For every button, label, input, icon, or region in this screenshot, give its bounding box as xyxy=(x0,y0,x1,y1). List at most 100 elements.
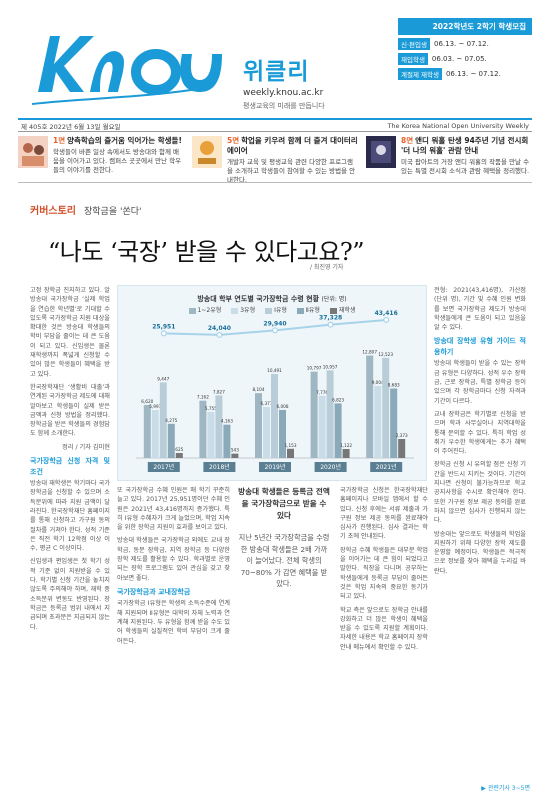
legend-swatch xyxy=(329,307,337,314)
continue-link[interactable]: ▶ 관련기사 3~5면 xyxy=(481,785,530,792)
brand-name: 위클리 xyxy=(243,59,310,85)
paragraph: 방송대 학생들은 국가장학금 외에도 교내 장학금, 동문 장학금, 지역 장학… xyxy=(117,537,230,582)
paragraph: 전형: 2021(43,416명), 가산점(단위 명), 기간 및 수혜 인원… xyxy=(434,287,526,332)
category-label: 2020년 xyxy=(320,463,341,471)
bar-value-label: 12,523 xyxy=(378,352,393,357)
chart-bar xyxy=(390,388,398,458)
chart-bar xyxy=(287,448,294,458)
section-header: 커버스토리 장학금을 '쏜다' xyxy=(30,202,142,217)
bar-value-label: 5,997 xyxy=(149,404,161,409)
chart-unit: (단위: 명) xyxy=(321,296,347,303)
bar-value-label: 7,776 xyxy=(316,390,328,395)
chart-bar xyxy=(231,453,239,458)
legend-label: 1~2유형 xyxy=(197,307,222,314)
paragraph: 신입생과 편입생은 첫 학기 성적 기준 없이 지원받을 수 있다. 학기별 신… xyxy=(30,558,110,631)
chart-bar xyxy=(326,370,334,458)
chart-bar xyxy=(334,403,342,458)
legend-item: Ⅰ유형 xyxy=(265,305,287,314)
legend-swatch xyxy=(296,307,304,314)
subheading: 국가장학금 신청 자격 및 조건 xyxy=(30,457,110,476)
teaser-item[interactable]: 1면 양측학습의 즐거움 익어가는 학생들! 학생들이 바쁜 일상 속에서도 방송… xyxy=(18,136,184,176)
schedule-label: 신·편입생 xyxy=(398,38,430,50)
byline: / 최진영 기자 xyxy=(310,264,344,271)
chart-bar xyxy=(151,410,159,458)
schedule-title: 2022학년도 2학기 학생모집 xyxy=(398,18,532,35)
category-label: 2021년 xyxy=(376,463,397,471)
legend-label: Ⅱ유형 xyxy=(305,307,320,314)
bar-value-label: 8,683 xyxy=(388,383,400,388)
paragraph: 국가장학금 신청은 한국장학재단 홈페이지나 모바일 앱에서 할 수 있다. 신… xyxy=(340,487,428,541)
section-label: 커버스토리 xyxy=(30,206,76,217)
schedule-label: 계절제 재학생 xyxy=(398,68,442,80)
legend-item: 3유형 xyxy=(231,305,255,314)
bar-value-label: 10,491 xyxy=(267,368,282,373)
teaser-thumbnail xyxy=(366,136,396,168)
bar-value-label: 2,373 xyxy=(396,433,408,438)
paragraph: 학교 측은 앞으로도 장학금 안내를 강화하고 더 많은 학생이 혜택을 받을 … xyxy=(340,606,428,651)
teaser-text: 학생들이 바쁜 일상 속에서도 방송대와 함께 배움을 이어가고 있다. 캠퍼스… xyxy=(53,148,182,174)
issue-info-bar: 제 405호 2022년 6월 13일 월요일 The Korea Nation… xyxy=(18,118,532,132)
chart-bar xyxy=(342,449,350,458)
category-tag xyxy=(147,462,180,472)
bar-value-label: 543 xyxy=(231,448,239,453)
legend-item: Ⅱ유형 xyxy=(296,305,320,314)
chart-bar xyxy=(382,357,390,458)
chart-bar xyxy=(215,395,223,458)
article-column-1: 고정 장학금 진지하고 있다. 알 방송대 국가장학금 ‘실제 학업을 연습한 … xyxy=(30,286,110,636)
teaser-text: 개발자 교육 및 평생교육 관련 다양한 프로그램을 소개하고 학생들이 참여할… xyxy=(227,158,356,184)
category-label: 2017년 xyxy=(153,463,174,471)
chart-bar xyxy=(143,405,151,458)
teaser-page: 8면 xyxy=(401,136,414,145)
bar-value-label: 4,275 xyxy=(165,418,177,423)
total-point xyxy=(383,316,390,323)
paragraph: 고정 장학금 진지하고 있다. 알 방송대 국가장학금 ‘실제 학업을 연습한 … xyxy=(30,287,110,378)
total-value-label: 24,040 xyxy=(208,325,231,332)
total-value-label: 25,951 xyxy=(152,323,175,330)
brand-tagline: 평생교육의 미래를 만듭니다 xyxy=(243,102,325,110)
paragraph: 방송대는 앞으로도 학생들의 학업을 지원하기 위해 다양한 장학 제도를 운영… xyxy=(434,530,526,575)
bar-value-label: 4,163 xyxy=(221,419,233,424)
chart-bar xyxy=(398,439,406,458)
brand-url[interactable]: weekly.knou.ac.kr xyxy=(243,88,324,98)
subheading: 방송대 장학생 유형 가이드 적용하기 xyxy=(434,337,526,356)
schedule-value: 06.03. ~ 07.05. xyxy=(431,55,487,63)
total-point xyxy=(272,327,279,334)
chart-container: 방송대 학부 연도별 국가장학금 수령 현황 (단위: 명) 1~2유형 3유형 Ⅰ… xyxy=(117,285,427,481)
legend-label: Ⅰ유형 xyxy=(274,307,287,314)
teaser-item[interactable]: 8면 앤디 워홀 탄생 94주년 기념 전시회 '더 나의 워홀' 관람 안내 미… xyxy=(366,136,532,176)
schedule-value: 06.13. ~ 07.12. xyxy=(445,70,501,78)
category-label: 2019년 xyxy=(265,463,286,471)
paragraph: 장학금 신청 시 유의할 점은 신청 기간을 반드시 지키는 것이다. 기간이 … xyxy=(434,461,526,525)
teaser-title: 양측학습의 즐거움 익어가는 학생들! xyxy=(67,136,182,145)
teaser-item[interactable]: 5면 학업을 키우려 함께 더 즐겨 대이터리에이어 개발자 교육 및 평생교육 … xyxy=(192,136,358,184)
chart-bar xyxy=(263,407,270,458)
bar-value-label: 8,104 xyxy=(253,387,265,392)
article-column-2: 또 국가장학금 수혜 인원은 매 학기 꾸준히 늘고 있다. 2017년 25,… xyxy=(117,486,230,650)
chart-bar xyxy=(207,411,215,458)
teaser-text: 미국 팝아트의 거장 앤디 워홀의 작품을 만날 수 있는 특별 전시회 소식과… xyxy=(401,158,530,176)
teaser-title: 앤디 워홀 탄생 94주년 기념 전시회 '더 나의 워홀' 관람 안내 xyxy=(401,136,529,156)
paragraph: 또 국가장학금 수혜 인원은 매 학기 꾸준히 늘고 있다. 2017년 25,… xyxy=(117,487,230,532)
total-point xyxy=(160,330,167,337)
teaser-title: 학업을 키우려 함께 더 즐겨 대이터리에이어 xyxy=(227,136,358,156)
category-label: 2018년 xyxy=(209,463,230,471)
legend-label: 재학생 xyxy=(338,307,356,314)
legend-label: 3유형 xyxy=(240,307,256,314)
chart-bar xyxy=(271,374,278,458)
total-value-label: 43,416 xyxy=(375,310,398,317)
category-tag xyxy=(370,462,403,472)
subheading: 국가장학금과 교내장학금 xyxy=(117,587,191,596)
schedule-label: 재입학생 xyxy=(398,53,428,65)
chart-bar xyxy=(366,355,374,458)
bar-value-label: 10,797 xyxy=(307,366,322,371)
total-value-label: 29,940 xyxy=(263,320,286,327)
bar-value-label: 625 xyxy=(175,447,183,452)
paragraph: 한국장학재단 ‘생활비 대출’과 연계된 국가장학금 제도에 대해 알아보고 학… xyxy=(30,383,110,438)
brand: 위클리 weekly.knou.ac.kr 평생교육의 미래를 만듭니다 xyxy=(243,52,325,111)
chart-bar xyxy=(159,382,167,458)
bar-value-label: 7,827 xyxy=(213,389,225,394)
issue-info: 제 405호 2022년 6월 13일 월요일 xyxy=(21,122,121,131)
bar-value-label: 1,153 xyxy=(285,443,297,448)
